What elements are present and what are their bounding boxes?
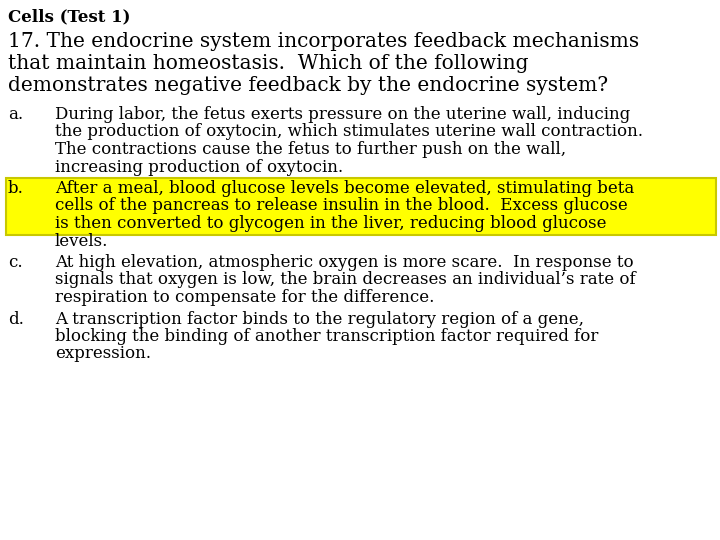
Text: that maintain homeostasis.  Which of the following: that maintain homeostasis. Which of the … (8, 54, 528, 73)
Text: increasing production of oxytocin.: increasing production of oxytocin. (55, 159, 343, 176)
Text: A transcription factor binds to the regulatory region of a gene,: A transcription factor binds to the regu… (55, 310, 584, 327)
Text: respiration to compensate for the difference.: respiration to compensate for the differ… (55, 289, 434, 306)
Text: 17. The endocrine system incorporates feedback mechanisms: 17. The endocrine system incorporates fe… (8, 32, 639, 51)
Text: b.: b. (8, 180, 24, 197)
Bar (6, 178, 716, 234)
Text: demonstrates negative feedback by the endocrine system?: demonstrates negative feedback by the en… (8, 76, 608, 95)
Text: d.: d. (8, 310, 24, 327)
Text: is then converted to glycogen in the liver, reducing blood glucose: is then converted to glycogen in the liv… (55, 215, 606, 232)
Text: levels.: levels. (55, 233, 109, 249)
Text: After a meal, blood glucose levels become elevated, stimulating beta: After a meal, blood glucose levels becom… (55, 180, 634, 197)
Text: signals that oxygen is low, the brain decreases an individual’s rate of: signals that oxygen is low, the brain de… (55, 272, 636, 288)
Text: blocking the binding of another transcription factor required for: blocking the binding of another transcri… (55, 328, 598, 345)
Text: a.: a. (8, 106, 23, 123)
Text: At high elevation, atmospheric oxygen is more scare.  In response to: At high elevation, atmospheric oxygen is… (55, 254, 634, 271)
Text: c.: c. (8, 254, 22, 271)
Text: The contractions cause the fetus to further push on the wall,: The contractions cause the fetus to furt… (55, 141, 566, 158)
Text: cells of the pancreas to release insulin in the blood.  Excess glucose: cells of the pancreas to release insulin… (55, 198, 628, 214)
Text: expression.: expression. (55, 346, 151, 362)
Text: the production of oxytocin, which stimulates uterine wall contraction.: the production of oxytocin, which stimul… (55, 124, 643, 140)
Text: Cells (Test 1): Cells (Test 1) (8, 8, 130, 25)
Text: During labor, the fetus exerts pressure on the uterine wall, inducing: During labor, the fetus exerts pressure … (55, 106, 630, 123)
